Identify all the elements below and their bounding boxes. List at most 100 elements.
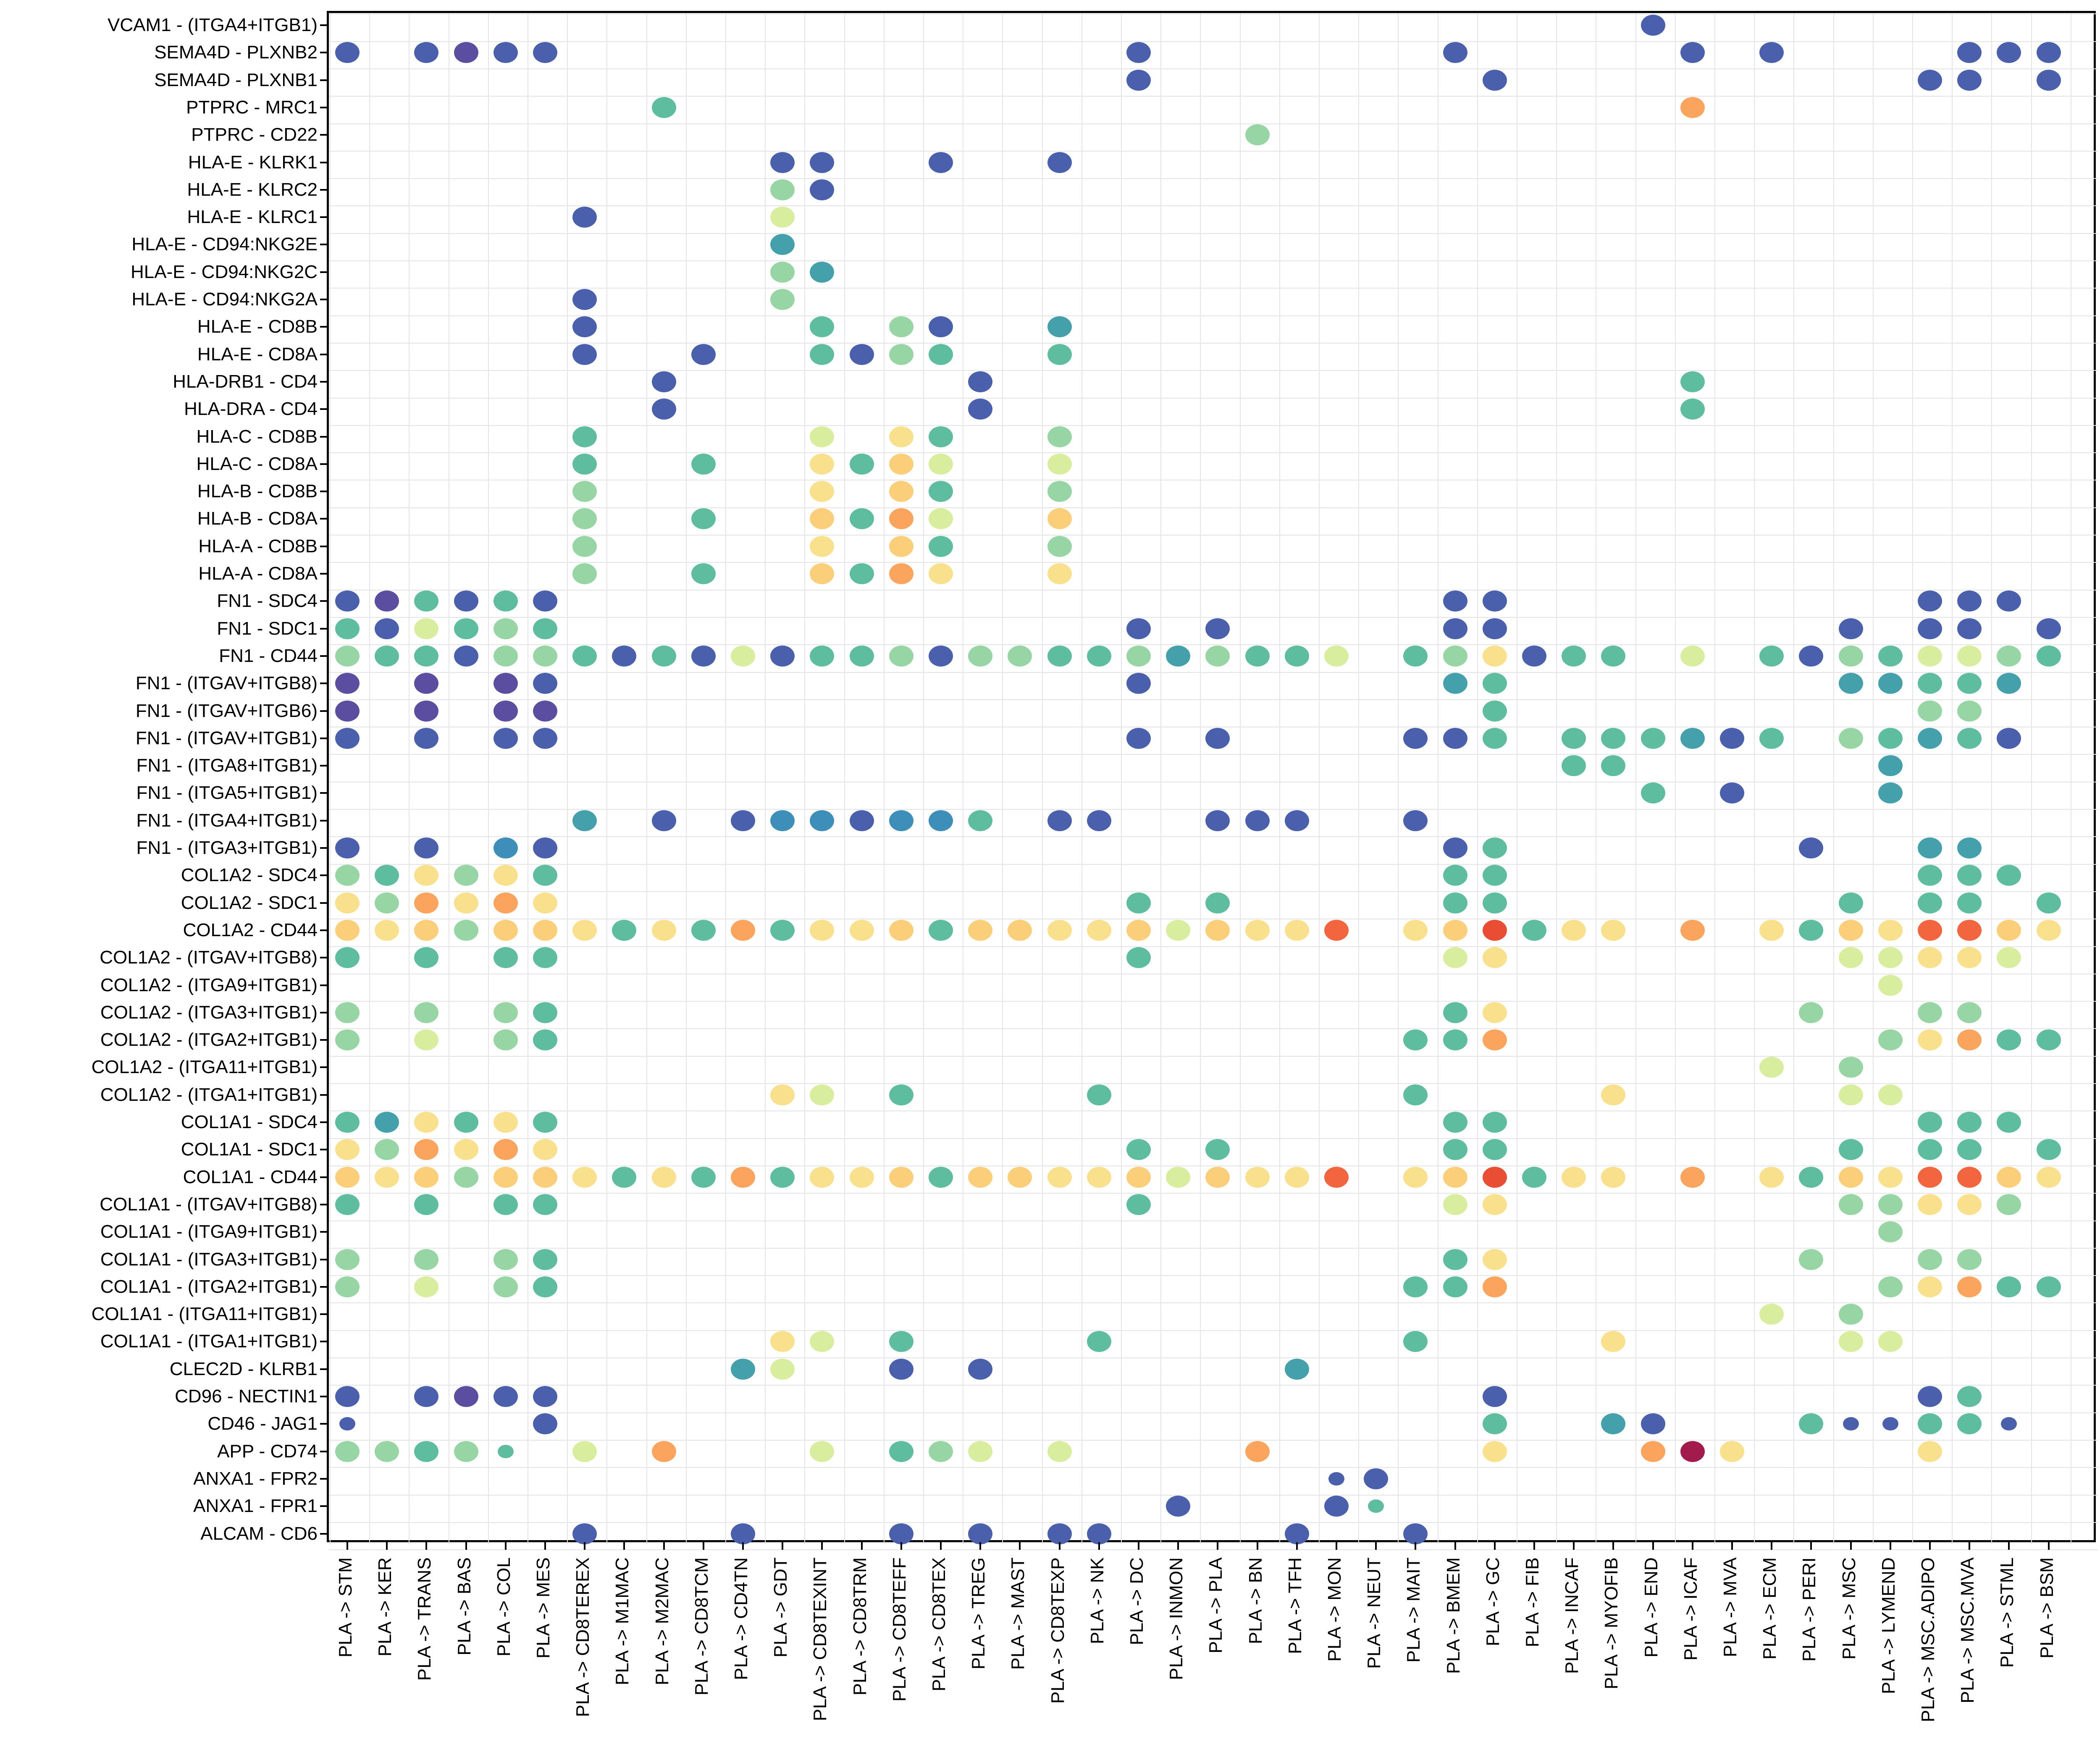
dot	[454, 1386, 478, 1407]
dot	[2036, 1139, 2061, 1160]
dot	[651, 1166, 676, 1188]
x-axis-label: PLA -> MVA	[1720, 1557, 1740, 1657]
gridline-h	[329, 1138, 2098, 1139]
gridline-v	[844, 13, 845, 1544]
dot	[1997, 1166, 2021, 1188]
dot	[889, 1358, 914, 1380]
y-tick	[320, 1313, 327, 1315]
x-tick	[1415, 1542, 1417, 1550]
dot	[1328, 1472, 1344, 1486]
dot	[1126, 42, 1151, 63]
dot	[1838, 727, 1863, 749]
x-axis-label: PLA -> MAST	[1008, 1557, 1029, 1670]
dot	[1482, 645, 1507, 667]
dot	[1838, 1166, 1863, 1188]
y-axis-label: COL1A1 - (ITGA9+ITGB1)	[100, 1221, 318, 1242]
dot	[335, 1441, 360, 1462]
gridline-h	[329, 370, 2098, 371]
dot	[1838, 892, 1863, 914]
dot	[335, 892, 360, 914]
dot	[1284, 1523, 1309, 1544]
dot	[1166, 1496, 1191, 1517]
y-tick	[320, 1258, 327, 1260]
dot	[375, 892, 399, 914]
y-tick	[320, 1450, 327, 1452]
dot	[1957, 1139, 1982, 1160]
gridline-v	[1952, 13, 1953, 1544]
dot	[731, 1523, 755, 1544]
dot	[1126, 947, 1151, 969]
dot	[572, 1441, 597, 1462]
y-axis-label: FN1 - (ITGAV+ITGB8)	[135, 673, 318, 694]
dot	[493, 727, 518, 749]
dot	[572, 426, 597, 447]
y-tick	[320, 957, 327, 959]
dot	[1482, 1029, 1507, 1051]
dot	[493, 947, 518, 969]
dot	[1126, 69, 1151, 91]
dot	[335, 1166, 360, 1188]
dot	[1205, 892, 1230, 914]
y-tick	[320, 244, 327, 246]
dot	[414, 892, 439, 914]
dot	[1126, 618, 1151, 639]
dot	[1443, 837, 1467, 858]
dot	[1957, 42, 1982, 63]
dot	[1482, 1112, 1507, 1133]
dot	[375, 645, 399, 667]
gridline-h	[329, 288, 2098, 289]
y-axis-label: HLA-E - KLRK1	[188, 152, 318, 173]
gridline-h	[329, 205, 2098, 207]
dot	[414, 645, 439, 667]
x-axis-label: PLA -> CD4TN	[731, 1557, 751, 1680]
dot	[1878, 782, 1903, 804]
gridline-h	[329, 1549, 2098, 1551]
y-tick	[320, 161, 327, 163]
y-tick	[320, 381, 327, 383]
dot	[1997, 727, 2021, 749]
dot	[1126, 673, 1151, 694]
dot	[968, 1166, 993, 1188]
x-axis-label: PLA -> MSC.MVA	[1957, 1557, 1978, 1704]
dot	[572, 207, 597, 228]
y-tick	[320, 299, 327, 300]
x-axis-label: PLA -> M1MAC	[612, 1557, 633, 1685]
dot	[1878, 1331, 1903, 1352]
gridline-v	[1714, 13, 1715, 1544]
x-tick	[1889, 1542, 1891, 1550]
gridline-h	[329, 233, 2098, 234]
dot	[810, 152, 835, 173]
gridline-h	[329, 836, 2098, 837]
y-axis-label: FN1 - (ITGA5+ITGB1)	[136, 782, 318, 803]
x-axis-label: PLA -> STML	[1997, 1557, 2018, 1668]
gridline-h	[329, 452, 2098, 454]
dot	[1759, 1166, 1784, 1188]
dot	[1482, 727, 1507, 749]
dot	[1403, 727, 1428, 749]
dot	[1680, 399, 1705, 420]
dot	[1047, 645, 1072, 667]
dot	[1126, 645, 1151, 667]
dot	[1918, 1029, 1942, 1051]
dot	[1205, 618, 1230, 639]
dot	[2036, 618, 2061, 639]
gridline-v	[1239, 13, 1241, 1544]
gridline-v	[488, 13, 489, 1544]
dot	[1482, 69, 1507, 91]
dot	[533, 1194, 557, 1215]
x-tick	[821, 1542, 823, 1550]
x-axis-label: PLA -> END	[1641, 1557, 1662, 1658]
gridline-v	[804, 13, 806, 1544]
dot	[770, 261, 795, 283]
dot	[1562, 1166, 1586, 1188]
y-axis-label: HLA-E - CD94:NKG2E	[131, 234, 318, 255]
dot	[572, 563, 597, 584]
x-axis-label: PLA -> MAIT	[1403, 1557, 1424, 1663]
y-axis-label: COL1A2 - (ITGA11+ITGB1)	[91, 1057, 318, 1078]
y-axis-label: HLA-C - CD8A	[196, 453, 318, 474]
dot	[414, 919, 439, 941]
dot	[335, 1249, 360, 1270]
dot	[849, 563, 874, 584]
y-axis-label: COL1A2 - SDC4	[181, 865, 318, 886]
dot	[1443, 1276, 1467, 1297]
